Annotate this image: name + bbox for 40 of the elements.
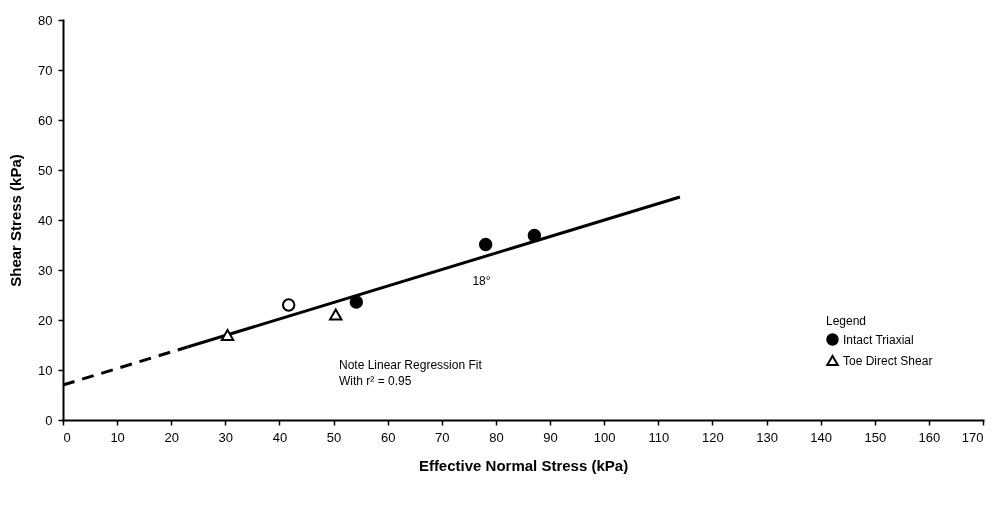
y-tick-label: 10 xyxy=(38,362,53,378)
x-tick-label: 110 xyxy=(648,429,670,445)
legend-title: Legend xyxy=(826,314,867,328)
y-tick-label: 20 xyxy=(38,312,53,328)
point xyxy=(478,237,493,252)
annotation: 18° xyxy=(472,274,491,288)
x-tick-label: 150 xyxy=(864,429,887,445)
y-axis-title: Shear Stress (kPa) xyxy=(7,154,25,287)
y-tick-label: 70 xyxy=(38,62,53,78)
x-tick-label: 30 xyxy=(218,429,234,445)
y-tick-label: 80 xyxy=(38,12,53,28)
x-tick-label: 170 xyxy=(961,429,984,445)
x-tick-label: 20 xyxy=(164,429,179,445)
x-tick-label: 80 xyxy=(489,429,504,445)
x-tick-label: 130 xyxy=(756,429,778,445)
y-tick-label: 40 xyxy=(38,212,53,228)
x-tick-label: 40 xyxy=(272,429,288,445)
x-tick-label: 90 xyxy=(543,429,558,445)
y-tick-label: 30 xyxy=(38,262,53,278)
point xyxy=(220,329,235,341)
y-tick-label: 50 xyxy=(38,162,53,178)
x-tick-label: 120 xyxy=(702,429,724,445)
point xyxy=(281,298,296,312)
x-tick-label: 50 xyxy=(326,429,342,445)
x-tick-label: 0 xyxy=(63,429,71,445)
point xyxy=(329,308,343,321)
x-axis-title: Effective Normal Stress (kPa) xyxy=(418,456,629,474)
x-tick-label: 10 xyxy=(110,429,125,445)
point xyxy=(349,295,364,309)
y-tick-label: 0 xyxy=(45,412,53,428)
x-tick-label: 70 xyxy=(435,429,450,445)
legend-label: Intact Triaxial xyxy=(843,332,914,347)
x-tick-label: 140 xyxy=(810,429,832,445)
legend-label: Toe Direct Shear xyxy=(843,353,933,368)
x-tick-label: 100 xyxy=(593,429,616,445)
point xyxy=(527,228,542,243)
x-tick-label: 160 xyxy=(918,429,941,445)
y-tick-label: 60 xyxy=(38,112,53,128)
x-tick-label: 60 xyxy=(380,429,396,445)
annotation: Note Linear Regression Fit With r² = 0.95 xyxy=(339,358,483,388)
